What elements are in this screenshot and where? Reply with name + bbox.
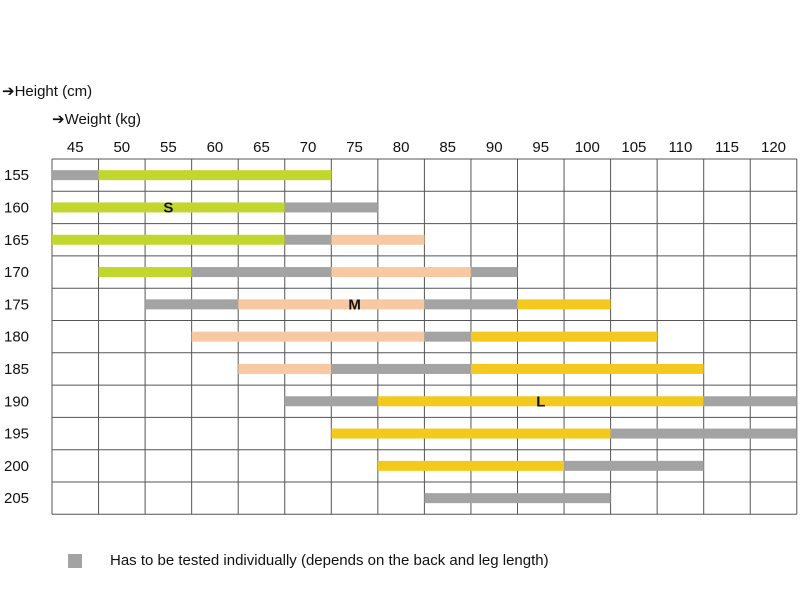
bar-segment-test — [610, 428, 797, 439]
legend-swatch-test — [68, 553, 82, 568]
legend-text: Has to be tested individually (depends o… — [110, 552, 549, 569]
legend: Has to be tested individually (depends o… — [68, 552, 549, 569]
weight-tick-label: 75 — [346, 139, 363, 156]
weight-tick-label: 80 — [393, 139, 410, 156]
height-tick-label: 190 — [4, 393, 29, 410]
bar-segment-m — [238, 299, 425, 310]
bar-segment-m — [331, 234, 425, 245]
bar-segment-test — [564, 460, 704, 471]
weight-tick-label: 55 — [160, 139, 177, 156]
height-axis-label: ➔Height (cm) — [2, 83, 93, 100]
bar-segment-test — [145, 299, 239, 310]
height-tick-label: 155 — [4, 167, 29, 184]
bar-segment-l — [470, 331, 658, 342]
weight-tick-label: 85 — [439, 139, 456, 156]
bar-segment-test — [424, 331, 471, 342]
height-tick-label: 175 — [4, 296, 29, 313]
height-tick-label: 200 — [4, 458, 29, 475]
weight-tick-label: 65 — [253, 139, 270, 156]
bar-segment-s — [52, 202, 285, 213]
weight-tick-label: 50 — [113, 139, 130, 156]
bar-segment-test — [284, 202, 378, 213]
weight-tick-label: 70 — [300, 139, 317, 156]
bar-segment-m — [238, 363, 332, 374]
bar-segment-m — [191, 331, 425, 342]
size-label-s: S — [163, 199, 173, 216]
weight-tick-label: 110 — [668, 139, 692, 156]
bar-segment-l — [331, 428, 611, 439]
weight-tick-label: 120 — [761, 139, 786, 156]
bar-segment-s — [98, 267, 192, 278]
size-label-m: M — [348, 296, 361, 313]
bar-segment-s — [98, 170, 332, 181]
height-tick-label: 195 — [4, 426, 29, 443]
height-tick-label: 185 — [4, 361, 29, 378]
weight-axis-label: ➔Weight (kg) — [52, 111, 141, 128]
weight-tick-label: 45 — [67, 139, 84, 156]
bar-segment-test — [703, 396, 797, 407]
bar-segment-l — [517, 299, 611, 310]
height-tick-label: 165 — [4, 232, 29, 249]
bar-segment-test — [284, 396, 378, 407]
height-tick-label: 160 — [4, 199, 29, 216]
bar-segment-l — [470, 363, 704, 374]
size-chart: 45 50 55 60 65 70 75 80 85 90 95 100 105 110 115 120 155… — [4, 139, 798, 515]
weight-tick-label: 95 — [532, 139, 549, 156]
height-tick-label: 205 — [4, 490, 29, 507]
bar-segment-test — [52, 170, 99, 181]
bar-segment-s — [52, 234, 285, 245]
bar-segment-test — [424, 493, 611, 504]
bar-segment-test — [191, 267, 332, 278]
weight-tick-label: 100 — [575, 139, 600, 156]
bar-segment-m — [331, 267, 471, 278]
bar-segment-l — [377, 460, 565, 471]
bar-segment-test — [470, 267, 518, 278]
height-tick-label: 180 — [4, 329, 29, 346]
size-label-l: L — [536, 393, 545, 410]
weight-tick-label: 105 — [621, 139, 646, 156]
weight-tick-label: 115 — [715, 139, 739, 156]
bar-segment-l — [377, 396, 704, 407]
bar-segment-test — [331, 363, 471, 374]
bar-segment-test — [284, 234, 332, 245]
weight-tick-label: 60 — [207, 139, 224, 156]
bar-segment-test — [424, 299, 518, 310]
height-tick-label: 170 — [4, 264, 29, 281]
weight-tick-label: 90 — [486, 139, 503, 156]
